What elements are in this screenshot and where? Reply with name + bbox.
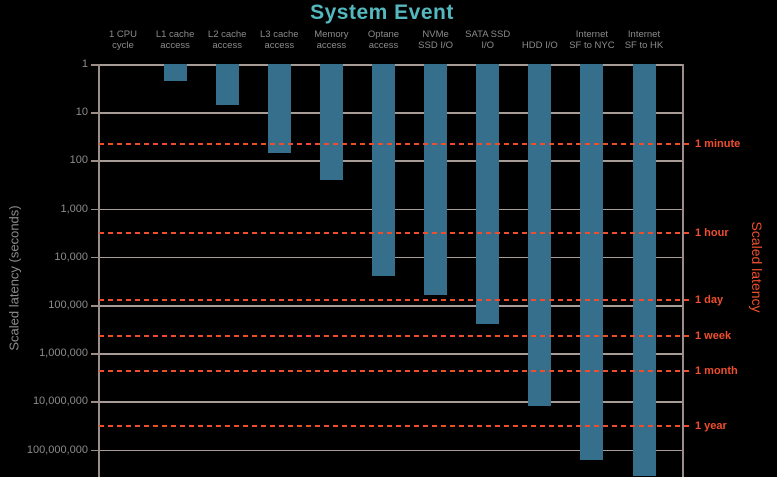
bar (163, 64, 187, 81)
y-axis-tick (91, 401, 99, 403)
time-ref-line (99, 425, 691, 427)
y-tick-label: 10,000 (54, 250, 88, 263)
category-label-line: Internet (575, 29, 608, 40)
category-label: L1 cache access (143, 29, 207, 51)
bar (476, 64, 500, 325)
time-ref-line (99, 232, 691, 234)
plot-area (91, 64, 691, 477)
y-axis-tick (91, 256, 99, 259)
gridline (99, 305, 683, 307)
y-axis-tick (91, 160, 99, 162)
category-label: L2 cache access (195, 29, 259, 51)
category-header-row: 1 CPU cycle L1 cache access L2 cache access L3… (0, 29, 777, 55)
y-tick-label: 10 (75, 106, 88, 119)
gridline (99, 353, 683, 355)
category-label-line: L1 cache (155, 29, 195, 40)
y-axis-tick-labels: 1 10 100 1,000 10,000 100,000 1,000,000 10,000,… (0, 58, 88, 477)
time-ref-line (99, 299, 691, 301)
bar (632, 64, 656, 476)
category-label-line: I/O (481, 40, 495, 51)
y-axis-tick (91, 305, 99, 307)
bar (580, 64, 604, 460)
category-label-line: access (368, 40, 399, 51)
category-label-line: Memory (314, 29, 349, 40)
category-label: L3 cache access (247, 29, 311, 51)
category-label: Memory access (299, 29, 363, 51)
category-label-line: SF to HK (624, 40, 664, 51)
bar (215, 64, 239, 105)
y-tick-label: 1 (81, 58, 88, 70)
y-axis-tick (91, 208, 99, 211)
category-label-line: SSD I/O (418, 40, 454, 51)
time-ref-label: 1 year (695, 420, 727, 432)
time-ref-label: 1 day (695, 294, 724, 306)
time-ref-label: 1 month (695, 365, 738, 377)
chart-title: System Event (310, 1, 454, 24)
y-tick-label: 100 (69, 154, 88, 167)
category-label: 1 CPU cycle (91, 29, 155, 51)
gridline (99, 401, 683, 403)
category-label-line: Optane (367, 29, 400, 40)
y-tick-label: 100,000,000 (26, 443, 88, 456)
y-axis-tick (91, 353, 99, 355)
y-tick-label: 1,000 (60, 202, 88, 215)
category-label-line: 1 CPU (109, 29, 137, 40)
category-label-line: access (316, 40, 347, 51)
time-ref-label: 1 hour (695, 227, 729, 239)
bar (424, 64, 448, 296)
category-label-line: access (212, 40, 242, 51)
category-label: HDD I/O (508, 29, 572, 51)
category-label-line: L2 cache (207, 29, 247, 40)
category-label-line: access (160, 40, 190, 51)
time-reference-labels: 1 minute 1 hour 1 day 1 week 1 month 1 year (695, 64, 777, 477)
y-axis-tick (91, 449, 99, 452)
left-axis-spine (98, 64, 100, 477)
category-label: SATA SSD I/O (456, 29, 520, 51)
right-axis-spine (682, 64, 684, 477)
category-label: Internet SF to HK (612, 29, 676, 51)
bar (267, 64, 291, 153)
category-label-line: NVMe (422, 29, 449, 40)
time-ref-line (99, 335, 691, 337)
category-label-line: HDD I/O (521, 40, 558, 51)
y-axis-tick (91, 64, 99, 66)
y-axis-tick (91, 112, 99, 114)
category-label-line: L3 cache (260, 29, 299, 40)
bar (319, 64, 343, 180)
category-label-line: SF to NYC (569, 40, 615, 51)
category-label-line: Internet (627, 29, 661, 40)
category-label-line: access (264, 40, 295, 51)
time-ref-line (99, 143, 691, 145)
category-label: Optane access (352, 29, 416, 51)
category-label: Internet SF to NYC (560, 29, 624, 51)
gridline (99, 449, 683, 452)
bar (372, 64, 395, 276)
time-ref-label: 1 minute (695, 138, 741, 150)
bar (528, 64, 552, 407)
category-label-line: SATA SSD (465, 29, 511, 40)
y-tick-label: 100,000 (48, 299, 88, 311)
time-ref-line (99, 370, 691, 372)
category-label: NVMe SSD I/O (404, 29, 468, 51)
time-ref-label: 1 week (695, 330, 732, 342)
y-tick-label: 10,000,000 (32, 395, 88, 408)
y-tick-label: 1,000,000 (39, 347, 88, 360)
category-label-line: cycle (112, 40, 134, 51)
